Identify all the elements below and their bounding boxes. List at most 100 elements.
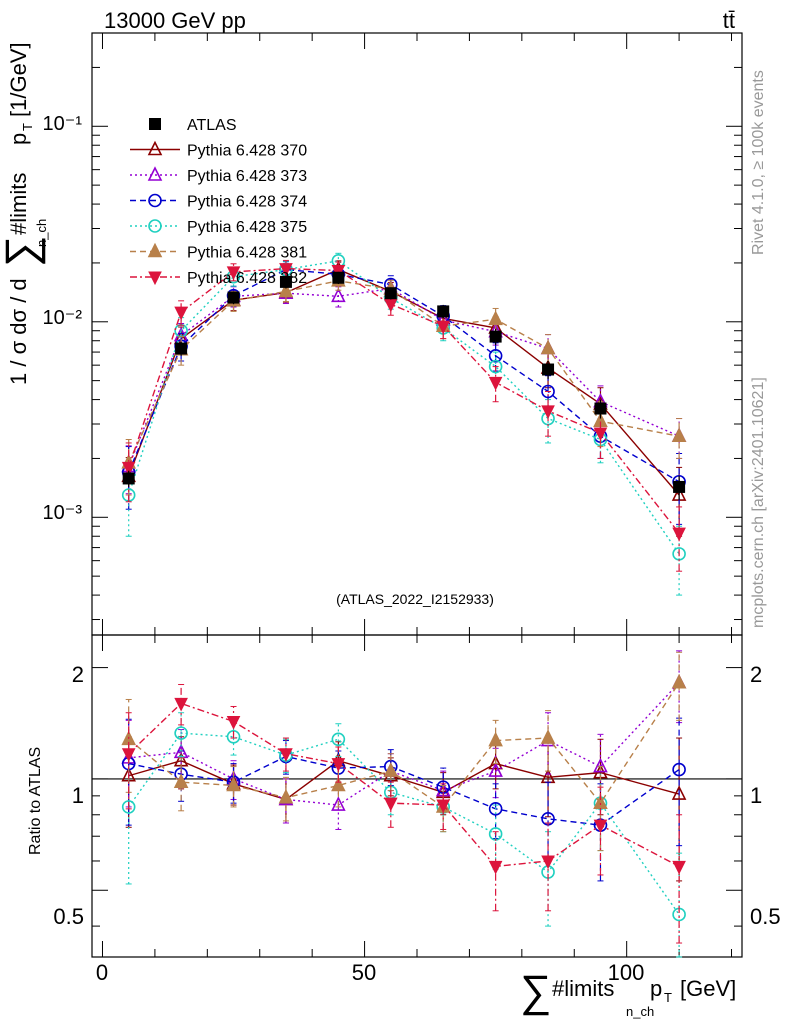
main-data-point [175, 342, 188, 355]
y-tick-label-1e-3: 10⁻³ [43, 502, 83, 524]
axes-ticks [92, 33, 742, 957]
ratio-series-line [128, 682, 680, 808]
ratio-data-point [173, 773, 189, 788]
ratio-tick-label-2-right: 2 [750, 662, 762, 687]
main-data-point [437, 305, 450, 318]
main-data-point [488, 310, 503, 326]
legend-label: Pythia 6.428 373 [187, 168, 307, 185]
main-data-point [541, 384, 555, 399]
ratio-data-point [331, 732, 346, 747]
svg-text:#limits: #limits [552, 976, 614, 1001]
ratio-data-point [174, 726, 188, 740]
y-tick-label-1e-2: 10⁻² [43, 307, 83, 329]
main-series-line [128, 268, 680, 483]
ratio-data-point [121, 800, 136, 814]
ratio-y-axis-label: Ratio to ATLAS [27, 747, 44, 855]
main-data-point [227, 291, 240, 304]
main-data-point [331, 287, 346, 303]
legend-label: Pythia 6.428 382 [187, 270, 307, 287]
legend-entry: Pythia 6.428 375 [130, 219, 307, 236]
ratio-data-point [671, 673, 687, 689]
main-y-axis-label: 1 / σ dσ / d ∑ #limits n_ch p T [1/GeV] [0, 42, 49, 385]
main-data-point [594, 402, 607, 415]
legend-marker [148, 219, 162, 233]
svg-text:T: T [664, 990, 672, 1005]
ratio-data-point [278, 788, 294, 804]
svg-text:n_ch: n_ch [34, 219, 49, 247]
ratio-data-point [279, 748, 293, 762]
main-data-point [121, 461, 136, 476]
main-data-point [541, 405, 555, 420]
mcplots-label: mcplots.cern.ch [arXiv:2401.10621] [750, 377, 767, 628]
main-data-point [672, 527, 686, 542]
ratio-data-point [331, 758, 346, 772]
ratio-series-line [128, 702, 680, 868]
legend-entry: ATLAS [149, 117, 237, 134]
legend-marker [147, 242, 163, 258]
main-y-tick-labels: 10⁻³ 10⁻² 10⁻¹ [43, 113, 83, 524]
ratio-data-point [121, 748, 136, 762]
legend-label: Pythia 6.428 381 [187, 245, 307, 262]
svg-text:[GeV]: [GeV] [680, 976, 736, 1001]
main-data-point [384, 287, 397, 300]
ratio-series-pythia-6-428-382 [121, 684, 686, 944]
main-data-point [673, 480, 686, 493]
main-data-point [489, 330, 502, 343]
legend-label: ATLAS [187, 117, 237, 134]
x-axis-label: ∑ #limits n_ch p T [GeV] [520, 967, 736, 1019]
ratio-tick-label-2: 2 [72, 662, 84, 687]
legend-entry: Pythia 6.428 370 [130, 140, 307, 160]
main-series-line [128, 260, 680, 555]
main-data-point [671, 427, 687, 442]
main-data-point [278, 282, 294, 298]
ratio-data-point [593, 757, 608, 773]
legend-label: Pythia 6.428 374 [187, 194, 307, 211]
ratio-data-point [331, 776, 346, 792]
legend: ATLAS Pythia 6.428 370 Pythia 6.428 373 Pyt… [130, 117, 307, 287]
main-data-point [540, 339, 556, 355]
main-data-point [488, 376, 503, 391]
ratio-data-point [488, 802, 503, 816]
legend-marker [148, 271, 162, 286]
y-tick-label-1e-1: 10⁻¹ [43, 113, 83, 135]
svg-text:p: p [650, 976, 662, 1001]
ratio-data-point [488, 860, 503, 875]
main-data-point [174, 306, 188, 321]
ratio-tick-label-1-right: 1 [750, 783, 762, 808]
analysis-watermark: (ATLAS_2022_I2152933) [336, 591, 494, 607]
main-data-point [488, 348, 503, 363]
svg-text:p: p [6, 133, 31, 145]
legend-entry: Pythia 6.428 382 [130, 270, 307, 287]
legend-marker [147, 166, 163, 181]
ratio-data-point [672, 762, 686, 777]
ratio-tick-label-1: 1 [72, 783, 84, 808]
x-tick-label-0: 0 [96, 960, 108, 985]
main-data-point [122, 472, 135, 485]
ratio-plot-frame [91, 634, 743, 958]
main-data-point [226, 266, 241, 280]
x-tick-label-50: 50 [352, 960, 376, 985]
main-data-point [331, 264, 346, 279]
ratio-data-point [593, 819, 608, 834]
main-data-point [332, 271, 345, 284]
ratio-data-point [488, 762, 503, 777]
ratio-tick-label-0.5: 0.5 [53, 904, 84, 929]
ratio-data-point [383, 797, 398, 812]
svg-text:n_ch: n_ch [626, 1004, 654, 1019]
ratio-data-point [331, 796, 346, 811]
main-data-point [279, 275, 292, 288]
legend-entry: Pythia 6.428 381 [130, 242, 307, 262]
legend-label: Pythia 6.428 375 [187, 219, 307, 236]
legend-marker [147, 140, 163, 156]
svg-text:#limits: #limits [6, 173, 31, 235]
energy-label: 13000 GeV pp [104, 8, 246, 33]
process-label: tt̄ [723, 8, 735, 33]
ratio-data-point [174, 697, 188, 712]
rivet-version-label: Rivet 4.1.0, ≥ 100k events [750, 70, 767, 255]
main-data-point [436, 320, 451, 335]
main-series-line [128, 268, 680, 496]
x-tick-label-100: 100 [608, 960, 645, 985]
main-series-pythia-6-428-382 [121, 259, 686, 572]
main-series-line [128, 280, 680, 464]
